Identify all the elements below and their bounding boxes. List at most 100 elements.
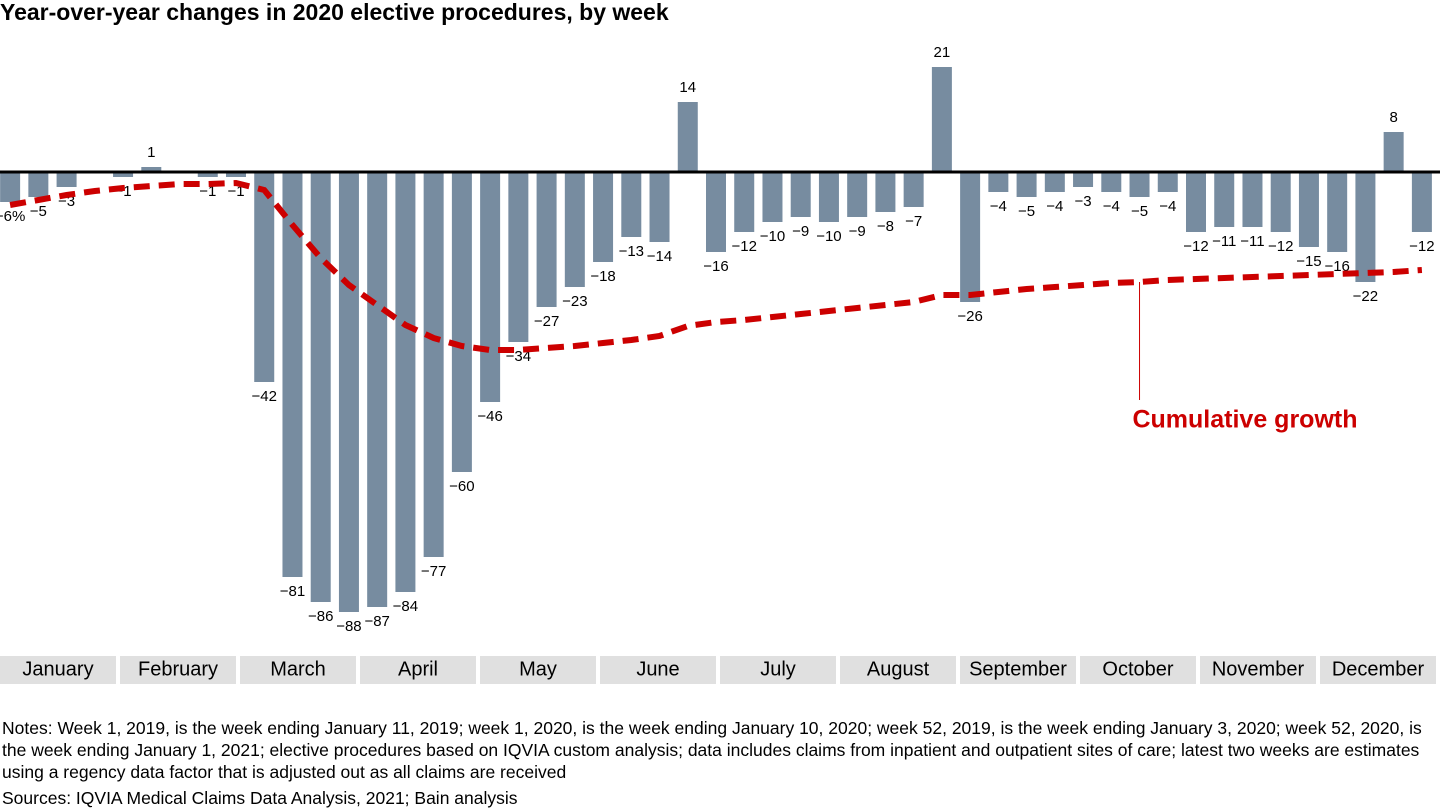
value-label: −12 bbox=[1409, 238, 1434, 255]
bar bbox=[1129, 172, 1150, 197]
bar bbox=[931, 67, 952, 172]
bar bbox=[564, 172, 585, 287]
value-label: −1 bbox=[199, 183, 216, 200]
bar bbox=[988, 172, 1009, 192]
value-label: −4 bbox=[1103, 198, 1120, 215]
month-band bbox=[840, 656, 956, 684]
month-label: April bbox=[398, 658, 438, 680]
bar bbox=[338, 172, 359, 612]
bar bbox=[706, 172, 726, 252]
value-label: 14 bbox=[679, 79, 696, 96]
month-label: January bbox=[22, 658, 93, 680]
bar bbox=[1186, 172, 1206, 232]
month-band bbox=[600, 656, 716, 684]
bar bbox=[0, 172, 21, 202]
value-label: −13 bbox=[619, 243, 644, 260]
value-label: −22 bbox=[1353, 288, 1378, 305]
value-label: 8 bbox=[1389, 109, 1397, 126]
chart: Year-over-year changes in 2020 elective … bbox=[0, 0, 1440, 684]
bar bbox=[960, 172, 981, 302]
value-label: −27 bbox=[534, 313, 559, 330]
bar bbox=[1214, 172, 1235, 227]
bar bbox=[141, 167, 162, 172]
bar bbox=[1016, 172, 1037, 197]
bar bbox=[593, 172, 614, 262]
bar bbox=[1411, 172, 1432, 232]
value-label: −7 bbox=[905, 213, 922, 230]
bar bbox=[113, 172, 134, 177]
month-band bbox=[1320, 656, 1436, 684]
bar bbox=[310, 172, 331, 602]
value-label: −9 bbox=[849, 223, 866, 240]
bar bbox=[790, 172, 811, 217]
bar bbox=[818, 172, 839, 222]
month-label: March bbox=[270, 658, 326, 680]
value-label: −16 bbox=[703, 258, 728, 275]
value-label: −5 bbox=[1018, 203, 1035, 220]
value-label: −5 bbox=[1131, 203, 1148, 220]
value-label: −4 bbox=[1159, 198, 1176, 215]
bar bbox=[56, 172, 77, 187]
bar bbox=[1327, 172, 1348, 252]
value-label: 21 bbox=[934, 44, 951, 61]
value-label: −42 bbox=[252, 388, 277, 405]
value-label: −8 bbox=[877, 218, 894, 235]
month-label: February bbox=[138, 658, 218, 680]
annotation: Cumulative growth bbox=[1132, 406, 1357, 434]
value-label: −11 bbox=[1240, 233, 1264, 250]
bar bbox=[536, 172, 557, 307]
bar bbox=[621, 172, 642, 237]
notes: Notes: Week 1, 2019, is the week ending … bbox=[2, 718, 1422, 782]
month-band bbox=[360, 656, 476, 684]
value-label: −81 bbox=[280, 583, 305, 600]
bar bbox=[903, 172, 924, 207]
value-label: −77 bbox=[421, 563, 446, 580]
cumulative-line bbox=[9, 179, 1423, 353]
bar bbox=[1101, 172, 1122, 192]
value-label: −86 bbox=[308, 608, 333, 625]
bar bbox=[423, 172, 444, 557]
value-label: −4 bbox=[990, 198, 1007, 215]
value-label: −10 bbox=[760, 228, 785, 245]
month-band bbox=[1200, 656, 1316, 684]
value-label: −46 bbox=[477, 408, 502, 425]
value-label: −6% bbox=[0, 208, 25, 225]
month-label: December bbox=[1332, 658, 1425, 680]
bar bbox=[762, 172, 783, 222]
value-label: −14 bbox=[647, 248, 672, 265]
bar bbox=[1044, 172, 1065, 192]
month-label: November bbox=[1212, 658, 1305, 680]
value-label: −15 bbox=[1296, 253, 1321, 270]
month-label: September bbox=[969, 658, 1067, 680]
bar bbox=[1298, 172, 1319, 247]
bar bbox=[197, 172, 218, 177]
bar bbox=[734, 172, 755, 232]
month-band bbox=[120, 656, 236, 684]
month-band bbox=[960, 656, 1076, 684]
chart-title: Year-over-year changes in 2020 elective … bbox=[0, 0, 669, 25]
value-label: −23 bbox=[562, 293, 587, 310]
month-band bbox=[1080, 656, 1196, 684]
bar bbox=[677, 102, 698, 172]
month-label: July bbox=[760, 658, 796, 680]
bar bbox=[1355, 172, 1376, 282]
value-label: −18 bbox=[590, 268, 615, 285]
bar bbox=[649, 172, 670, 242]
month-label: August bbox=[867, 658, 930, 680]
value-label: −16 bbox=[1324, 258, 1349, 275]
month-band bbox=[0, 656, 116, 684]
bar bbox=[367, 172, 388, 607]
value-label: −12 bbox=[1183, 238, 1208, 255]
value-label: −88 bbox=[336, 618, 361, 635]
value-label: −9 bbox=[792, 223, 809, 240]
bar bbox=[451, 172, 472, 472]
bar bbox=[847, 172, 868, 217]
bar bbox=[508, 172, 529, 342]
bar bbox=[254, 172, 275, 382]
value-label: −10 bbox=[816, 228, 841, 245]
value-label: −5 bbox=[30, 203, 47, 220]
sources: Sources: IQVIA Medical Claims Data Analy… bbox=[2, 788, 518, 808]
value-label: −12 bbox=[732, 238, 757, 255]
bar bbox=[1242, 172, 1263, 227]
